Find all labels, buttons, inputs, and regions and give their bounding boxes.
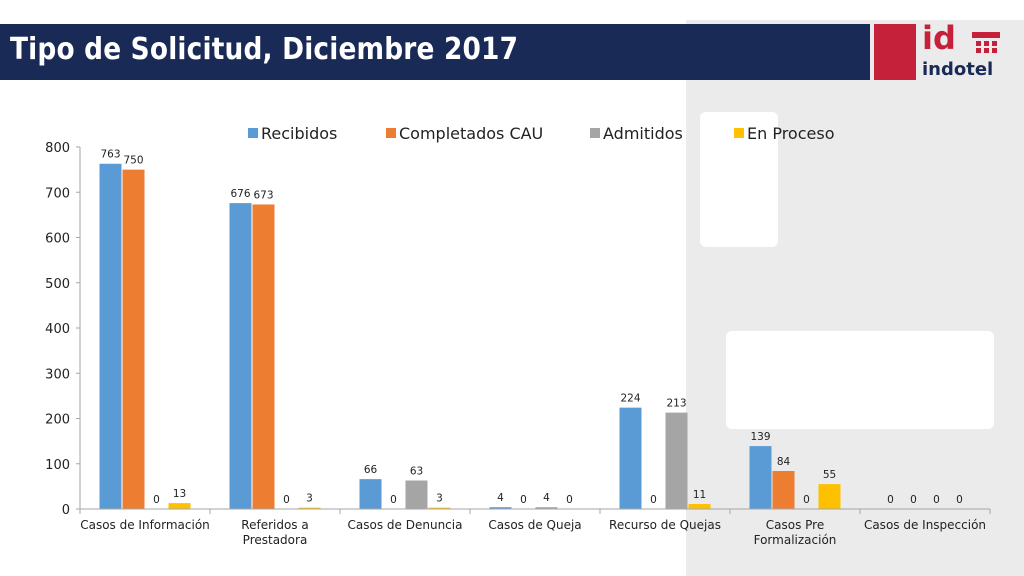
legend-label: Admitidos [603, 124, 683, 143]
bar [405, 480, 428, 509]
data-label: 0 [390, 494, 397, 506]
bar [665, 412, 688, 509]
category-label: Recurso de Quejas [609, 518, 721, 532]
category-label: Casos de Inspección [864, 518, 986, 532]
data-label: 4 [543, 492, 550, 504]
bar [489, 507, 512, 509]
category-label: Referidos a Prestadora [241, 518, 308, 547]
logo-dots-icon [972, 32, 1000, 53]
data-label: 11 [693, 489, 706, 501]
bar [229, 203, 252, 510]
x-axis: Casos de Información Referidos a Prestador… [79, 508, 991, 547]
data-label: 55 [823, 469, 836, 481]
data-label: 0 [520, 494, 527, 506]
legend-swatch [590, 128, 600, 138]
category-label: Casos de Queja [488, 518, 581, 532]
y-tick-label: 800 [45, 141, 70, 156]
chart-legend: Recibidos Completados CAU Admitidos En Proc… [248, 124, 834, 143]
data-label: 3 [306, 493, 313, 505]
bar [688, 504, 711, 509]
data-label: 0 [803, 494, 810, 506]
bar [359, 479, 382, 509]
title-bar: Tipo de Solicitud, Diciembre 2017 [0, 24, 870, 80]
bar [535, 507, 558, 509]
bar [168, 503, 191, 509]
data-label: 0 [887, 494, 894, 506]
legend-swatch [734, 128, 744, 138]
bar [619, 407, 642, 509]
y-tick-label: 200 [45, 413, 70, 428]
page-title: Tipo de Solicitud, Diciembre 2017 [10, 32, 519, 67]
y-axis: 0 100 200 300 400 500 600 700 800 [45, 141, 81, 518]
data-label: 3 [436, 493, 443, 505]
bar [749, 446, 772, 509]
bar [818, 484, 841, 509]
category-label: Casos Pre Formalización [754, 518, 837, 547]
data-label: 0 [956, 494, 963, 506]
data-label: 13 [173, 488, 186, 500]
chart-bars [99, 163, 841, 510]
data-label: 0 [566, 494, 573, 506]
data-label: 0 [650, 494, 657, 506]
data-label: 213 [666, 398, 686, 410]
category-label: Casos de Información [80, 518, 210, 532]
data-label: 4 [497, 492, 504, 504]
y-tick-label: 500 [45, 277, 70, 292]
data-label: 673 [253, 189, 273, 201]
legend-label: En Proceso [747, 124, 834, 143]
logo-red-block [874, 24, 916, 80]
bar [252, 204, 275, 509]
data-label: 763 [100, 149, 120, 161]
data-label: 139 [750, 431, 770, 443]
logo-name: indotel [922, 59, 994, 80]
placeholder-box-lower [726, 331, 994, 429]
data-label: 0 [153, 494, 160, 506]
data-label: 676 [230, 188, 250, 200]
bar [122, 169, 145, 509]
side-panel [686, 0, 1024, 576]
legend-swatch [248, 128, 258, 138]
bar [99, 163, 122, 509]
y-tick-label: 600 [45, 232, 70, 247]
data-label: 66 [364, 464, 378, 476]
category-label: Casos de Denuncia [348, 518, 463, 532]
bar [298, 507, 321, 509]
data-label: 63 [410, 465, 423, 477]
y-tick-label: 700 [45, 186, 70, 201]
data-label: 750 [123, 155, 143, 167]
data-label: 0 [910, 494, 917, 506]
legend-label: Completados CAU [399, 124, 543, 143]
bar [772, 470, 795, 509]
data-label: 0 [283, 494, 290, 506]
data-labels: 763 750 0 13 676 673 0 3 66 0 63 3 4 0 4 0 224 0 213 11 139 8… [100, 149, 962, 506]
panel-top-gap [686, 0, 1024, 20]
legend-label: Recibidos [261, 124, 337, 143]
bar [428, 507, 451, 509]
legend-swatch [386, 128, 396, 138]
data-label: 0 [933, 494, 940, 506]
y-tick-label: 400 [45, 322, 70, 337]
logo-mark: id [922, 19, 956, 57]
data-label: 84 [777, 456, 791, 468]
y-tick-label: 100 [45, 458, 70, 473]
data-label: 224 [620, 393, 640, 405]
y-tick-label: 300 [45, 367, 70, 382]
y-tick-label: 0 [62, 503, 70, 518]
